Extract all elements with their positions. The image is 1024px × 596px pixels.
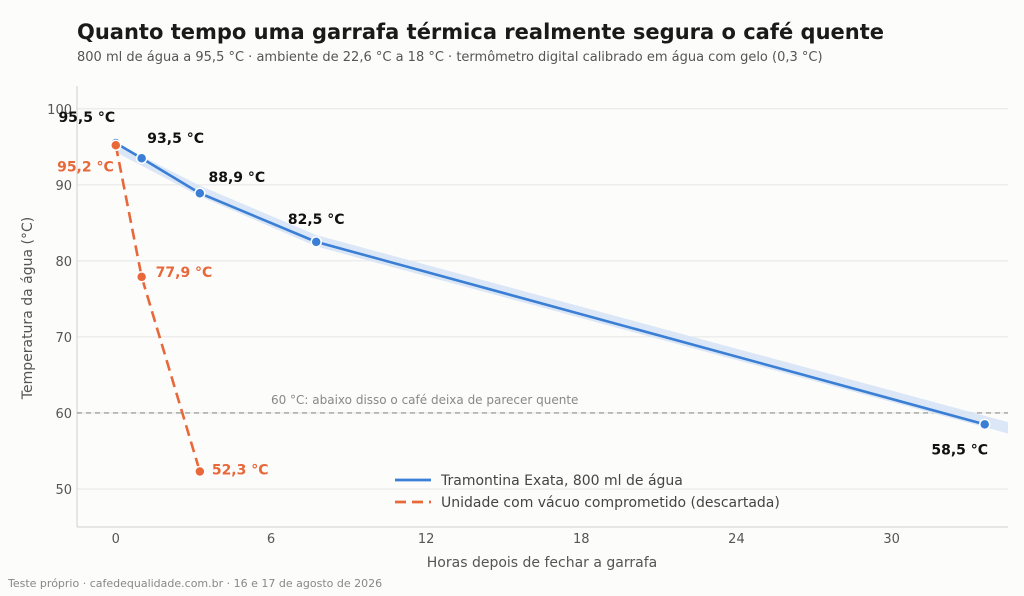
y-tick-label: 50 (55, 483, 72, 498)
chart-title: Quanto tempo uma garrafa térmica realmen… (77, 20, 885, 44)
reference-line-group: 60 °C: abaixo disso o café deixa de pare… (77, 393, 1008, 414)
tramontina-data-label: 88,9 °C (208, 170, 265, 186)
tramontina-point (978, 418, 991, 431)
x-tick-label: 24 (728, 532, 745, 547)
faulty-unit-point (110, 139, 122, 152)
tramontina-data-label: 93,5 °C (147, 131, 204, 147)
y-tick-label: 90 (55, 179, 72, 194)
faulty-unit-line (114, 145, 202, 472)
legend-label-faulty: Unidade com vácuo comprometido (descarta… (441, 495, 780, 511)
x-tick-label: 6 (267, 532, 275, 547)
y-tick-label: 100 (47, 103, 72, 118)
faulty-unit-data-label: 77,9 °C (156, 265, 213, 281)
data-labels: 95,5 °C 93,5 °C 88,9 °C 82,5 °C 58,5 °C 95,2 … (57, 110, 988, 478)
y-tick-label: 60 (55, 407, 72, 422)
faulty-unit-point (135, 271, 148, 283)
footer-source: Teste próprio · cafedequalidade.com.br ·… (8, 577, 383, 590)
tramontina-point (135, 152, 148, 164)
legend-label-tramontina: Tramontina Exata, 800 ml de água (440, 473, 683, 489)
axes: 50 60 70 80 90 100 0 6 12 18 24 30 (47, 86, 1008, 547)
y-tick-label: 80 (55, 255, 72, 270)
tramontina-band (115, 143, 1008, 434)
y-axis-label: Temperatura da água (°C) (20, 217, 36, 400)
y-tick-label: 70 (55, 331, 72, 346)
legend: Tramontina Exata, 800 ml de água Unidade … (395, 473, 780, 511)
x-tick-label: 0 (112, 532, 120, 547)
band-group (115, 143, 1008, 434)
x-axis-label: Horas depois de fechar a garrafa (427, 555, 657, 571)
reference-line-label: 60 °C: abaixo disso o café deixa de pare… (271, 393, 578, 407)
tramontina-data-label: 82,5 °C (288, 212, 345, 228)
faulty-unit-data-label: 95,2 °C (57, 159, 114, 175)
x-tick-label: 30 (883, 532, 900, 547)
tramontina-data-label: 58,5 °C (931, 442, 988, 458)
x-tick-label: 12 (418, 532, 435, 547)
tramontina-point (310, 236, 322, 248)
faulty-unit-point (194, 465, 206, 478)
series-group (110, 137, 991, 478)
tramontina-data-label: 95,5 °C (58, 110, 115, 126)
tramontina-point (194, 187, 206, 199)
chart-subtitle: 800 ml de água a 95,5 °C · ambiente de 2… (77, 50, 823, 65)
x-tick-label: 18 (573, 532, 590, 547)
faulty-unit-data-label: 52,3 °C (212, 462, 269, 478)
